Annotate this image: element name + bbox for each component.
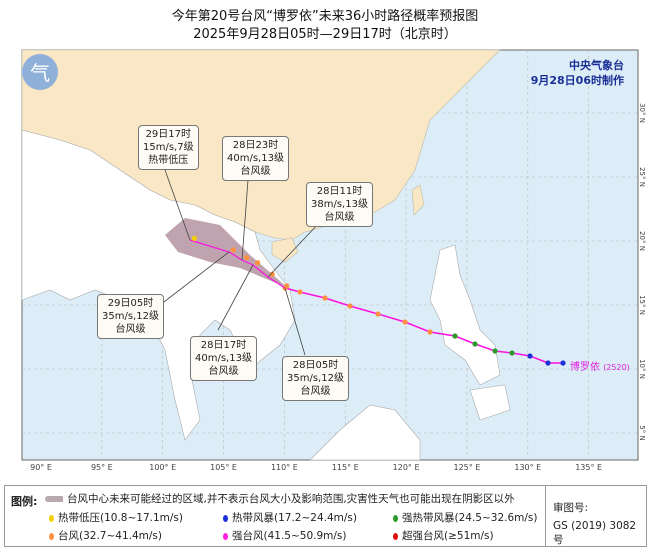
review-label: 审图号: (553, 502, 589, 514)
forecast-point (284, 283, 290, 289)
lat-label: 5° N (638, 425, 646, 440)
typhoon-name-label: 博罗依 (2520) (570, 362, 630, 373)
track-point (347, 303, 353, 309)
track-point (509, 350, 515, 356)
track-point (472, 341, 478, 347)
lon-label: 125° E (454, 463, 481, 472)
typhoon-dot-icon (49, 532, 54, 540)
track-point (560, 360, 566, 366)
philippines-land (429, 244, 511, 421)
forecast-label-29-05: 29日05时 35m/s,12级 台风级 (97, 294, 164, 339)
review-number: GS (2019) 3082号 (553, 520, 637, 546)
forecast-label-28-17: 28日17时 40m/s,13级 台风级 (190, 336, 257, 381)
borneo-land (309, 404, 421, 461)
tropical-storm-dot-icon (223, 514, 228, 522)
track-point (427, 329, 433, 335)
lat-label: 20° N (638, 231, 646, 251)
forecast-label-28-11: 28日11时 38m/s,13级 台风级 (306, 182, 373, 227)
lat-label: 10° N (638, 359, 646, 379)
forecast-label-28-05: 28日05时 35m/s,12级 台风级 (282, 356, 349, 401)
cone-icon (45, 496, 63, 502)
track-point (492, 348, 498, 354)
lon-label: 135° E (575, 463, 602, 472)
lon-label: 105° E (210, 463, 237, 472)
forecast-point (255, 260, 261, 266)
cma-logo: 气 (22, 54, 58, 90)
svg-text:气: 气 (30, 61, 50, 85)
track-point (375, 311, 381, 317)
forecast-label-28-23: 28日23时 40m/s,13级 台风级 (222, 136, 289, 181)
map-subtitle: 2025年9月28日05时—29日17时（北京时） (193, 27, 457, 42)
track-point (322, 295, 328, 301)
tropical-depression-dot-icon (49, 514, 54, 522)
lon-label: 90° E (30, 463, 52, 472)
track-point (402, 319, 408, 325)
legend: 图例: 台风中心未来可能经过的区域,并不表示台风大小及影响范围,灾害性天气也可能… (4, 485, 647, 547)
forecast-point (191, 235, 197, 242)
forecast-point (230, 247, 236, 253)
super-typhoon-dot-icon (393, 532, 398, 540)
track-point (545, 360, 551, 366)
agency-stamp: 中央气象台 9月28日06时制作 (530, 59, 624, 87)
forecast-cone (165, 218, 288, 288)
forecast-label-29-17: 29日17时 15m/s,7级 热带低压 (138, 125, 199, 170)
lat-label: 15° N (638, 295, 646, 315)
hainan-island (271, 237, 299, 263)
track-point (527, 353, 533, 359)
severe-tropical-storm-dot-icon (393, 514, 398, 522)
forecast-track (189, 239, 286, 289)
lon-label: 130° E (514, 463, 541, 472)
lon-label: 120° E (393, 463, 420, 472)
forecast-point (244, 255, 250, 261)
lat-label: 30° N (638, 103, 646, 123)
taiwan-island (411, 184, 425, 216)
severe-typhoon-dot-icon (223, 532, 228, 540)
lon-label: 95° E (91, 463, 113, 472)
past-track (284, 287, 563, 364)
lon-label: 110° E (271, 463, 298, 472)
track-point (297, 289, 303, 295)
lon-label: 100° E (149, 463, 176, 472)
leader-lines (159, 169, 321, 356)
lon-label: 115° E (332, 463, 359, 472)
lat-label: 25° N (638, 167, 646, 187)
track-point (452, 333, 458, 339)
forecast-point (269, 271, 275, 277)
map-title: 今年第20号台风“博罗依”未来36小时路径概率预报图 (171, 9, 479, 24)
